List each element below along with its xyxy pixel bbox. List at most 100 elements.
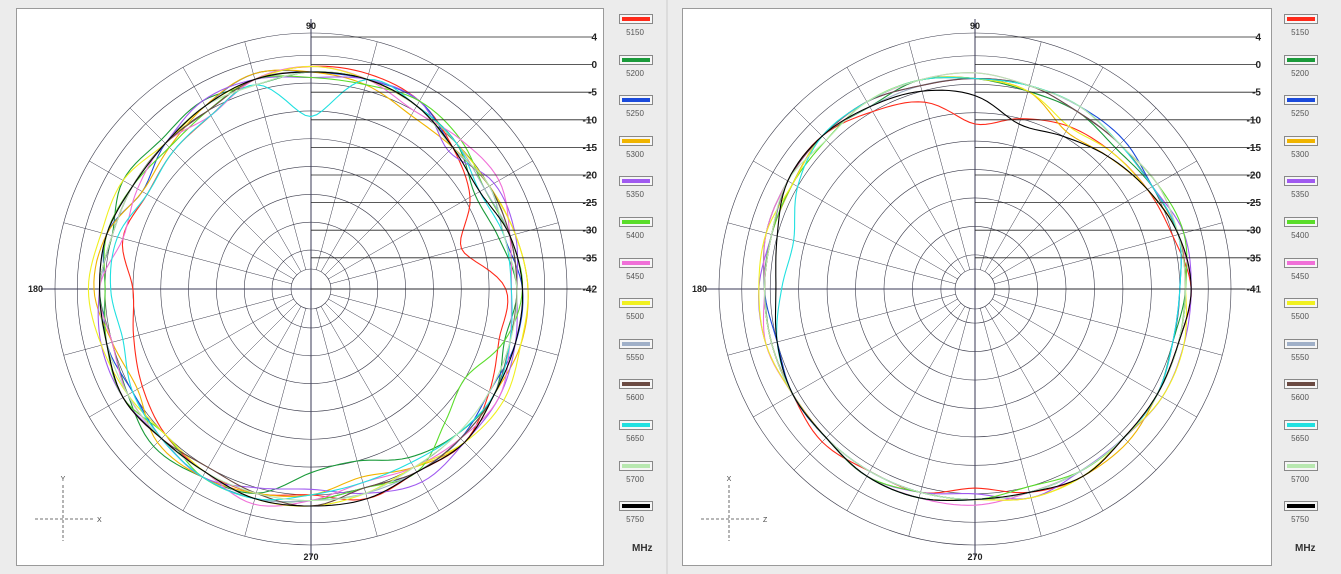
grid-spoke — [129, 302, 298, 471]
unit-label: MHz — [1295, 543, 1316, 554]
angle-labels: 90 180 270 — [28, 21, 319, 562]
radial-scale: 4 0 -5 -10 -15 -20 -25 -30 -35 -41 — [975, 33, 1261, 296]
legend-item-5600: 5600 — [1280, 379, 1330, 419]
legend-item-5350: 5350 — [1280, 176, 1330, 216]
grid-spoke — [63, 222, 292, 285]
legend-item-5650: 5650 — [1280, 420, 1330, 460]
legend-swatch — [1284, 420, 1318, 430]
legend-swatch — [1284, 217, 1318, 227]
legend-item-5700: 5700 — [615, 460, 665, 501]
legend-label: 5450 — [626, 271, 644, 281]
legend-label: 5150 — [626, 28, 644, 37]
legend-swatch — [1284, 501, 1318, 512]
series-group — [87, 65, 529, 507]
radial-label: -30 — [1247, 226, 1262, 237]
legend-swatch — [1284, 338, 1318, 349]
legend-swatch — [1284, 460, 1318, 471]
legend-swatch — [1284, 95, 1318, 106]
grid-spoke — [793, 107, 962, 276]
legend-item-5250: 5250 — [1280, 95, 1330, 135]
radial-label: 4 — [591, 33, 597, 44]
legend-label: 5500 — [1291, 312, 1309, 322]
legend-label: 5550 — [626, 352, 644, 362]
polar-plot-area: 4 0 -5 -10 -15 -20 -25 -30 -35 -42 90 180 270 Y X — [16, 8, 604, 566]
legend-item-5450: 5450 — [1280, 257, 1330, 298]
legend-swatch — [619, 257, 653, 268]
grid-spoke — [324, 302, 493, 471]
grid-spoke — [793, 302, 962, 471]
radial-label: -15 — [1247, 143, 1262, 154]
legend-item-5250: 5250 — [615, 95, 665, 135]
radial-label: -20 — [583, 171, 598, 182]
legend-label: 5750 — [1291, 515, 1309, 525]
legend-item-5400: 5400 — [1280, 217, 1330, 257]
grid-spoke — [979, 41, 1042, 270]
legend-label: 5200 — [626, 68, 644, 78]
grid-spoke — [988, 107, 1157, 276]
angle-label: 90 — [306, 21, 316, 31]
legend-item-5150: 5150 — [615, 14, 665, 54]
grid-spoke — [992, 160, 1197, 280]
legend-item-5200: 5200 — [615, 54, 665, 95]
legend-swatch — [619, 379, 653, 390]
legend-label: 5600 — [626, 393, 644, 403]
grid-spoke — [846, 67, 966, 272]
radial-label: -30 — [583, 226, 598, 237]
series-5700 — [763, 72, 1187, 501]
legend-item-5700: 5700 — [1280, 460, 1330, 501]
legend-swatch — [619, 217, 653, 227]
legend-swatch — [1284, 135, 1318, 146]
legend-item-5150: 5150 — [1280, 14, 1330, 54]
grid-spoke — [315, 41, 378, 270]
axis-indicator-vertical: Y — [61, 476, 66, 483]
legend-swatch — [619, 176, 653, 187]
legend-item-5400: 5400 — [615, 217, 665, 257]
legend-swatch — [619, 95, 653, 106]
legend-label: 5400 — [1291, 231, 1309, 240]
panel-divider — [666, 0, 668, 574]
legend-swatch — [1284, 14, 1318, 24]
radial-label: 0 — [1255, 60, 1261, 71]
legend-item-5650: 5650 — [615, 420, 665, 460]
radial-label: -35 — [1247, 253, 1262, 264]
legend-swatch — [619, 135, 653, 146]
legend-label: 5450 — [1291, 271, 1309, 281]
legend-label: 5650 — [1291, 434, 1309, 443]
radial-label: -25 — [1247, 198, 1262, 209]
radial-label: -20 — [1247, 171, 1262, 182]
legend-swatch — [1284, 379, 1318, 390]
legend-label: 5550 — [1291, 352, 1309, 362]
legend-item-5600: 5600 — [615, 379, 665, 419]
radial-label: -10 — [583, 115, 598, 126]
legend-swatch — [619, 298, 653, 309]
angle-label: 180 — [692, 284, 707, 294]
angle-label: 90 — [970, 21, 980, 31]
legend-item-5750: 5750 — [615, 501, 665, 541]
legend-label: 5250 — [1291, 109, 1309, 119]
legend-label: 5400 — [626, 231, 644, 240]
grid-spoke — [330, 293, 559, 356]
radial-scale: 4 0 -5 -10 -15 -20 -25 -30 -35 -42 — [311, 33, 597, 296]
legend-item-5500: 5500 — [615, 298, 665, 338]
legend-swatch — [619, 460, 653, 471]
legend-label: 5650 — [626, 434, 644, 443]
legend-label: 5200 — [1291, 68, 1309, 78]
legend-item-5200: 5200 — [1280, 54, 1330, 95]
angle-label: 270 — [967, 552, 982, 562]
legend-label: 5300 — [626, 149, 644, 159]
polar-plot-area: 4 0 -5 -10 -15 -20 -25 -30 -35 -41 90 180 270 X Z — [682, 8, 1272, 566]
legend-label: 5750 — [626, 515, 644, 525]
legend-item-5300: 5300 — [615, 135, 665, 176]
axis-indicator-vertical: X — [727, 476, 732, 483]
radial-label: -5 — [588, 88, 597, 99]
legend-swatch — [619, 338, 653, 349]
legend-item-5550: 5550 — [615, 338, 665, 379]
legend-item-5750: 5750 — [1280, 501, 1330, 541]
axis-indicator: YX — [35, 476, 102, 541]
series-5750 — [774, 89, 1192, 502]
grid-spoke — [320, 306, 440, 511]
grid-spoke — [753, 160, 958, 280]
angle-label: 180 — [28, 284, 43, 294]
radial-label: -5 — [1252, 88, 1261, 99]
grid-spoke — [753, 298, 958, 418]
